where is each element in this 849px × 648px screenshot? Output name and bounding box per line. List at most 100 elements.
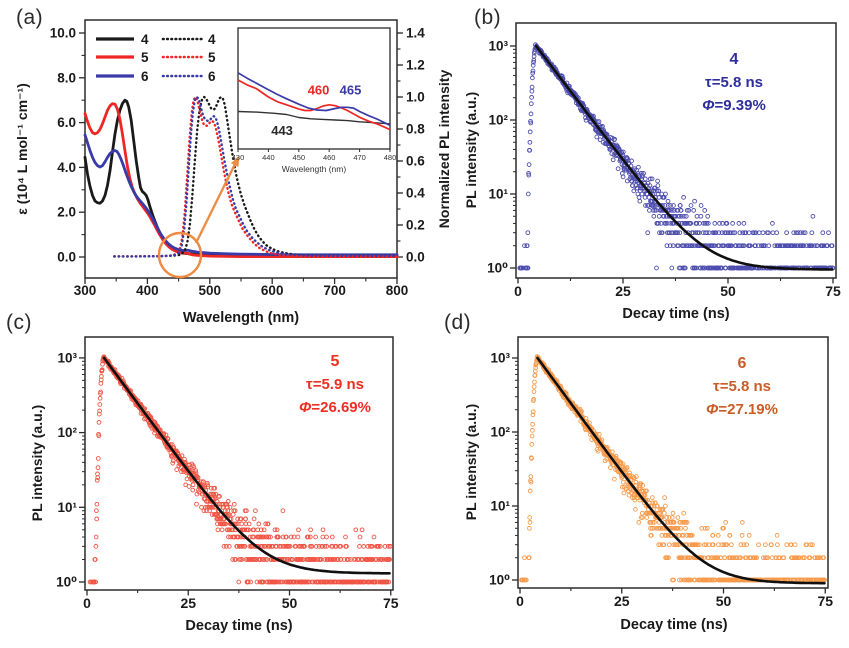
tick-label: 0.2 [406, 218, 425, 233]
data-point [645, 203, 651, 208]
data-point [704, 525, 710, 531]
data-point [313, 544, 319, 549]
panel-b-chart: 0 25 50 75 10⁰ 10¹ 10² 10³ Decay time (ns) PL int… [463, 22, 841, 322]
data-point [527, 147, 533, 153]
data-point [668, 221, 674, 226]
tick-label: 460 [323, 153, 336, 162]
data-point [691, 208, 697, 213]
data-point [668, 203, 673, 208]
data-point [663, 503, 668, 509]
fit-line-5 [102, 356, 391, 575]
data-point [681, 510, 687, 516]
data-point [272, 527, 278, 533]
data-point [740, 230, 746, 236]
data-point [738, 555, 743, 561]
data-point [715, 555, 721, 561]
data-point [230, 527, 235, 533]
data-point [721, 525, 726, 531]
data-point [259, 557, 265, 562]
data-point [684, 208, 690, 213]
data-point [309, 544, 315, 549]
data-point [338, 557, 344, 562]
data-point [640, 515, 645, 520]
data-point [741, 243, 747, 249]
data-point [821, 555, 826, 561]
data-point [620, 152, 626, 158]
inset-peak-label: 465 [340, 83, 362, 98]
data-point [650, 198, 655, 204]
data-point [194, 501, 199, 507]
data-point [260, 544, 265, 549]
data-point [251, 516, 257, 522]
data-point [97, 402, 103, 407]
data-point [596, 431, 602, 437]
data-point [671, 577, 676, 583]
data-point [528, 111, 534, 117]
data-point [724, 542, 730, 548]
data-point [179, 453, 185, 459]
data-point [99, 367, 105, 373]
data-point [532, 49, 537, 54]
data-point [663, 533, 669, 538]
data-point [220, 504, 226, 510]
data-point [766, 243, 772, 249]
data-point [594, 119, 600, 124]
legend-label: 6 [141, 69, 149, 84]
data-point [630, 183, 636, 188]
data-point [694, 221, 700, 226]
data-point [677, 213, 682, 219]
data-point [174, 467, 180, 472]
data-point [774, 533, 780, 538]
data-point [234, 521, 239, 527]
data-point [704, 230, 710, 236]
data-point [679, 213, 684, 219]
data-point [648, 533, 654, 538]
data-point [95, 475, 101, 480]
data-point [302, 544, 307, 549]
data-point [195, 475, 201, 480]
data-point [193, 468, 199, 473]
data-point [798, 230, 803, 236]
data-point [656, 221, 661, 226]
tick-label: 10¹ [490, 499, 510, 514]
data-point [529, 88, 535, 94]
data-point [784, 542, 790, 548]
data-point [93, 544, 99, 549]
data-point [95, 471, 100, 477]
tick-label: 25 [614, 593, 630, 609]
tick-label: 2.0 [57, 205, 76, 220]
data-point [322, 557, 328, 562]
data-point [100, 361, 105, 367]
tick-label: 75 [383, 595, 399, 611]
tick-label: 8.0 [57, 70, 76, 85]
data-point [634, 185, 640, 191]
pl-6-curve [113, 95, 399, 258]
inset-abs-5-curve [237, 79, 391, 131]
data-point [528, 474, 534, 479]
data-point [765, 555, 770, 561]
data-point [346, 557, 351, 562]
data-point [213, 491, 219, 497]
inset-abs-6-curve [237, 72, 391, 127]
data-point [677, 577, 682, 583]
data-point [656, 188, 662, 194]
data-point [694, 213, 700, 219]
panel-label-c: (c) [6, 311, 32, 334]
data-point [802, 555, 807, 561]
tick-label: 430 [232, 153, 245, 162]
data-point [800, 230, 806, 236]
tick-label: 10² [490, 425, 510, 440]
data-point [357, 534, 363, 540]
data-point [667, 243, 673, 249]
data-point [681, 243, 687, 249]
tick-label: 25 [180, 595, 196, 611]
tick-label: 800 [386, 283, 409, 298]
data-point [531, 389, 537, 394]
data-point [747, 243, 753, 249]
data-point [532, 368, 538, 374]
panel-d-chart: 0 25 50 75 10⁰ 10¹ 10² 10³ Decay time (ns) PL int… [463, 336, 833, 633]
data-point [705, 213, 711, 219]
tick-label: 600 [261, 283, 284, 298]
data-point [230, 512, 236, 517]
data-point [296, 527, 301, 533]
